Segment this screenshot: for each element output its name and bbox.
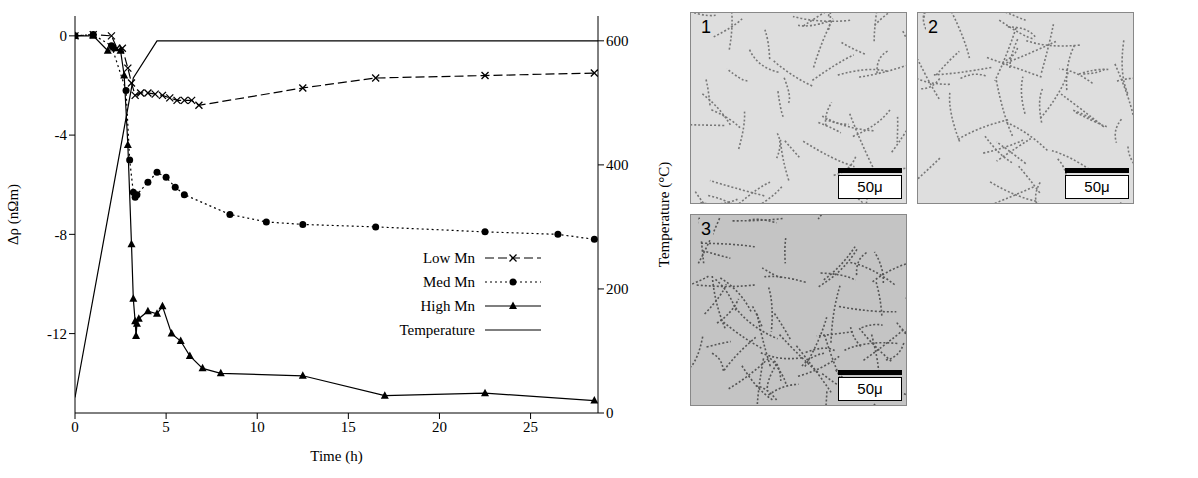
html-text:1: 1 [701, 17, 711, 37]
svg-text:25: 25 [523, 419, 538, 435]
svg-text:600: 600 [606, 33, 629, 49]
svg-text:-12: -12 [47, 326, 67, 342]
html-text:50μ: 50μ [1084, 178, 1110, 195]
svg-text:5: 5 [162, 419, 170, 435]
html-text:Temperature: Temperature [399, 321, 475, 338]
svg-text:20: 20 [432, 419, 447, 435]
html-text:50μ: 50μ [857, 178, 883, 195]
svg-text:0: 0 [71, 419, 79, 435]
svg-text:Temperature (°C): Temperature (°C) [656, 162, 673, 267]
svg-text:Time (h): Time (h) [310, 448, 362, 465]
svg-text:15: 15 [341, 419, 356, 435]
svg-text:200: 200 [606, 281, 629, 297]
svg-text:0: 0 [60, 28, 68, 44]
html-text:Med Mn: Med Mn [422, 273, 475, 290]
svg-text:-8: -8 [55, 227, 68, 243]
svg-text:10: 10 [250, 419, 265, 435]
svg-text:0: 0 [606, 405, 614, 421]
html-text:High Mn: High Mn [420, 297, 475, 314]
svg-text:400: 400 [606, 157, 629, 173]
svg-text:Δρ (nΩm): Δρ (nΩm) [5, 184, 22, 245]
html-text:3: 3 [701, 219, 711, 239]
html-text:2: 2 [928, 17, 938, 37]
html-text:50μ: 50μ [857, 380, 883, 397]
svg-text:-4: -4 [55, 127, 68, 143]
html-text:Low Mn: Low Mn [422, 249, 475, 266]
